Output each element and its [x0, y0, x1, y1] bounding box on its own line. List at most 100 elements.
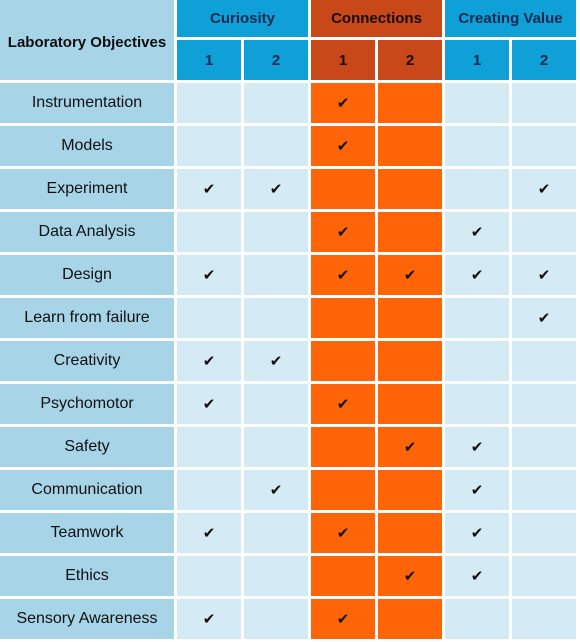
- table-cell: [311, 427, 375, 467]
- check-icon: ✔: [470, 439, 484, 456]
- table-cell: [378, 341, 442, 381]
- table-cell: [244, 556, 308, 596]
- row-label: Psychomotor: [0, 384, 174, 424]
- check-icon: ✔: [202, 396, 216, 413]
- table-cell: [445, 599, 509, 639]
- table-cell: [512, 83, 576, 123]
- row-label: Creativity: [0, 341, 174, 381]
- check-icon: ✔: [336, 138, 350, 155]
- table-cell: [177, 298, 241, 338]
- row-label: Design: [0, 255, 174, 295]
- table-cell: ✔: [311, 384, 375, 424]
- check-icon: ✔: [403, 568, 417, 585]
- table-cell: [378, 169, 442, 209]
- table-cell: [378, 298, 442, 338]
- row-label: Data Analysis: [0, 212, 174, 252]
- table-cell: ✔: [311, 599, 375, 639]
- row-label: Learn from failure: [0, 298, 174, 338]
- table-cell: ✔: [512, 255, 576, 295]
- table-cell: [311, 470, 375, 510]
- check-icon: ✔: [336, 95, 350, 112]
- table-cell: [445, 298, 509, 338]
- table-cell: [311, 556, 375, 596]
- table-cell: [445, 83, 509, 123]
- table-cell: ✔: [378, 255, 442, 295]
- group-header-connections: Connections: [311, 0, 442, 37]
- subcolumn-header: 1: [177, 40, 241, 80]
- table-cell: [177, 470, 241, 510]
- table-cell: [244, 126, 308, 166]
- table-cell: ✔: [244, 470, 308, 510]
- table-cell: [244, 427, 308, 467]
- table-cell: [244, 298, 308, 338]
- table-cell: ✔: [177, 169, 241, 209]
- table-cell: [512, 341, 576, 381]
- table-cell: [378, 513, 442, 553]
- row-label: Communication: [0, 470, 174, 510]
- table-cell: ✔: [445, 212, 509, 252]
- table-cell: [177, 427, 241, 467]
- subcolumn-header: 2: [512, 40, 576, 80]
- table-cell: ✔: [311, 83, 375, 123]
- table-cell: [244, 599, 308, 639]
- check-icon: ✔: [470, 525, 484, 542]
- check-icon: ✔: [403, 267, 417, 284]
- check-icon: ✔: [336, 224, 350, 241]
- table-cell: ✔: [445, 556, 509, 596]
- check-icon: ✔: [202, 611, 216, 628]
- table-cell: ✔: [177, 599, 241, 639]
- table-cell: ✔: [445, 513, 509, 553]
- check-icon: ✔: [202, 353, 216, 370]
- table-cell: [311, 169, 375, 209]
- table-cell: [512, 470, 576, 510]
- group-header-curiosity: Curiosity: [177, 0, 308, 37]
- table-cell: ✔: [512, 298, 576, 338]
- table-cell: ✔: [177, 341, 241, 381]
- table-cell: [244, 384, 308, 424]
- check-icon: ✔: [269, 181, 283, 198]
- check-icon: ✔: [202, 525, 216, 542]
- check-icon: ✔: [336, 396, 350, 413]
- table-cell: ✔: [244, 341, 308, 381]
- check-icon: ✔: [537, 267, 551, 284]
- check-icon: ✔: [336, 611, 350, 628]
- table-cell: ✔: [378, 427, 442, 467]
- check-icon: ✔: [202, 181, 216, 198]
- check-icon: ✔: [269, 482, 283, 499]
- table-cell: [378, 83, 442, 123]
- table-cell: ✔: [177, 384, 241, 424]
- check-icon: ✔: [202, 267, 216, 284]
- table-cell: ✔: [311, 255, 375, 295]
- check-icon: ✔: [470, 482, 484, 499]
- table-cell: [512, 556, 576, 596]
- table-cell: ✔: [445, 255, 509, 295]
- table-cell: [244, 513, 308, 553]
- table-cell: [378, 384, 442, 424]
- table-cell: [512, 212, 576, 252]
- subcolumn-header: 1: [311, 40, 375, 80]
- table-cell: [445, 341, 509, 381]
- row-label: Sensory Awareness: [0, 599, 174, 639]
- table-cell: ✔: [311, 126, 375, 166]
- table-cell: [177, 556, 241, 596]
- table-cell: [311, 341, 375, 381]
- table-cell: [177, 212, 241, 252]
- subcolumn-header: 2: [244, 40, 308, 80]
- check-icon: ✔: [336, 525, 350, 542]
- row-label: Teamwork: [0, 513, 174, 553]
- subcolumn-header: 1: [445, 40, 509, 80]
- table-cell: [445, 126, 509, 166]
- table-cell: [378, 599, 442, 639]
- table-cell: [177, 126, 241, 166]
- row-label: Safety: [0, 427, 174, 467]
- row-label: Ethics: [0, 556, 174, 596]
- table-cell: ✔: [445, 470, 509, 510]
- check-icon: ✔: [470, 568, 484, 585]
- check-icon: ✔: [537, 310, 551, 327]
- table-cell: [244, 212, 308, 252]
- row-label: Models: [0, 126, 174, 166]
- check-icon: ✔: [470, 224, 484, 241]
- table-cell: [378, 470, 442, 510]
- table-cell: [445, 384, 509, 424]
